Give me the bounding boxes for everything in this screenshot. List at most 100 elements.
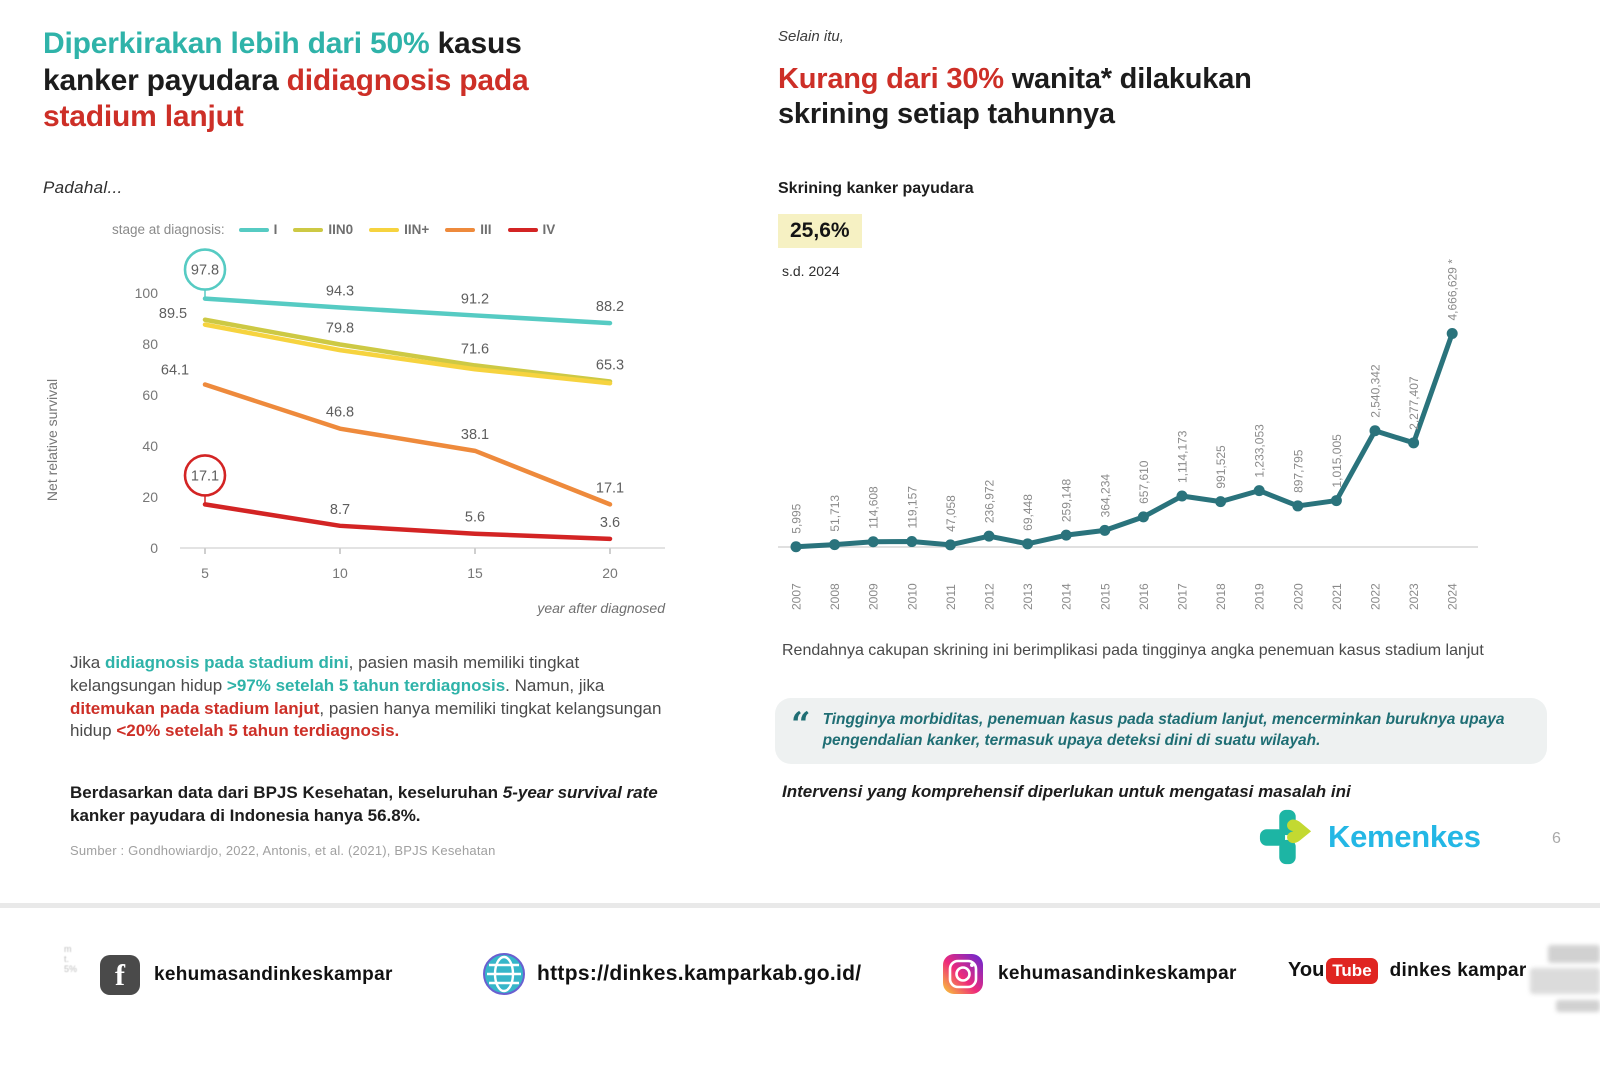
svg-text:2015: 2015 (1098, 583, 1112, 610)
kemenkes-logo-icon: ♥ (1259, 809, 1316, 865)
globe-icon (483, 953, 525, 995)
svg-text:2022: 2022 (1369, 583, 1383, 610)
left-title: Diperkirakan lebih dari 50% kasus kanker … (43, 26, 723, 136)
left-watermark: m t. 5% (64, 944, 78, 974)
legend-title: stage at diagnosis: (112, 222, 225, 237)
text-segment: wanita* dilakukan (1003, 63, 1252, 95)
svg-text:47,058: 47,058 (944, 495, 958, 532)
svg-text:657,610: 657,610 (1137, 460, 1151, 504)
svg-text:64.1: 64.1 (161, 363, 189, 379)
svg-text:8.7: 8.7 (330, 502, 350, 518)
text-segment: Kurang dari 30% (778, 63, 1004, 95)
survival-line-chart: 0 20 40 60 80 100 97.8 94.3 91.2 88.2 89.5 79.8 71.6… (44, 248, 666, 616)
svg-text:20: 20 (602, 565, 618, 581)
right-title: Kurang dari 30% wanita* dilakukan skrinin… (778, 62, 1478, 133)
svg-text:2,277,407: 2,277,407 (1407, 376, 1421, 430)
svg-text:10: 10 (332, 565, 348, 581)
svg-text:17.1: 17.1 (191, 468, 219, 484)
quote-text: Tingginya morbiditas, penemuan kasus pad… (822, 711, 1505, 749)
coverage-period: s.d. 2024 (782, 263, 840, 279)
survival-legend: stage at diagnosis: I IIN0 IIN+ III IV (112, 222, 555, 237)
legend-label: IIN0 (328, 222, 354, 237)
svg-text:88.2: 88.2 (596, 299, 624, 315)
svg-text:46.8: 46.8 (326, 405, 354, 421)
svg-text:897,795: 897,795 (1291, 449, 1305, 493)
text-segment: , pasien masih memiliki tingkat kelangsu… (70, 653, 580, 695)
screening-chart-title: Skrining kanker payudara (778, 180, 974, 197)
svg-text:91.2: 91.2 (461, 291, 489, 307)
svg-text:2018: 2018 (1214, 583, 1228, 610)
svg-text:2021: 2021 (1330, 583, 1344, 610)
svg-text:4,666,629 *: 4,666,629 * (1446, 259, 1460, 321)
svg-text:991,525: 991,525 (1214, 445, 1228, 489)
svg-text:2017: 2017 (1176, 583, 1190, 610)
svg-text:60: 60 (142, 387, 158, 403)
padahal-note: Padahal... (43, 178, 123, 197)
legend-swatch (293, 227, 324, 232)
legend-label: IIN+ (404, 222, 430, 237)
text-segment: ditemukan pada stadium lanjut (70, 698, 320, 718)
svg-text:0: 0 (150, 540, 158, 556)
conclusion-text: Intervensi yang komprehensif diperlukan … (782, 782, 1351, 801)
text-segment: Diperkirakan lebih dari 50% (43, 27, 430, 60)
text-segment: kanker payudara di Indonesia hanya 56.8%… (70, 805, 421, 825)
text-segment: . Namun, jika (505, 675, 605, 695)
text-segment: Jika (70, 653, 105, 672)
instagram-handle: kehumasandinkeskampar (998, 963, 1237, 984)
coverage-highlight: 25,6% (778, 214, 862, 248)
stamp-mark-mid (1530, 968, 1600, 994)
legend-item-III: III (445, 222, 492, 237)
svg-text:71.6: 71.6 (461, 341, 489, 357)
svg-text:5,995: 5,995 (790, 503, 804, 533)
svg-text:2023: 2023 (1407, 583, 1421, 610)
legend-swatch (507, 227, 538, 232)
legend-items: I IIN0 IIN+ III IV (238, 222, 555, 237)
text-segment: 5-year survival rate (502, 783, 658, 802)
youtube-logo: You Tube (1288, 958, 1378, 984)
svg-text:2011: 2011 (944, 584, 958, 610)
text-segment: didiagnosis pada stadium dini (104, 653, 349, 672)
text-segment: skrining setiap tahunnya (778, 98, 1115, 131)
svg-text:97.8: 97.8 (191, 263, 219, 279)
screening-line-chart: 5,995 2007 51,713 2008 114,608 2009 119,157 201… (778, 259, 1478, 610)
quote-icon: “ (791, 705, 811, 745)
svg-text:259,148: 259,148 (1060, 478, 1074, 522)
svg-text:Net relative survival: Net relative survival (44, 379, 60, 501)
svg-text:2020: 2020 (1291, 583, 1305, 610)
svg-text:17.1: 17.1 (596, 480, 624, 496)
kemenkes-wordmark: Kemenkes (1328, 819, 1481, 854)
screening-implication-note: Rendahnya cakupan skrining ini berimplik… (782, 642, 1484, 659)
text-segment: didiagnosis pada (286, 63, 529, 97)
svg-text:2019: 2019 (1253, 583, 1267, 610)
svg-text:89.5: 89.5 (159, 306, 187, 322)
svg-text:100: 100 (135, 285, 159, 301)
bpjs-summary: Berdasarkan data dari BPJS Kesehatan, ke… (70, 782, 670, 828)
legend-item-IIN0: IIN0 (293, 222, 353, 237)
svg-text:2008: 2008 (828, 583, 842, 610)
page-number: 6 (1552, 830, 1561, 847)
svg-text:1,233,053: 1,233,053 (1253, 424, 1267, 478)
svg-text:79.8: 79.8 (326, 321, 354, 337)
legend-swatch (445, 227, 476, 232)
facebook-handle: kehumasandinkeskampar (154, 964, 393, 985)
legend-item-IIN+: IIN+ (369, 222, 429, 237)
footer-website[interactable]: https://dinkes.kamparkab.go.id/ (483, 953, 861, 995)
svg-text:40: 40 (142, 438, 158, 454)
legend-label: III (480, 222, 492, 237)
text-segment: Berdasarkan data dari BPJS Kesehatan, ke… (70, 783, 503, 802)
legend-swatch (369, 227, 400, 232)
survival-explanation: Jika didiagnosis pada stadium dini, pasi… (70, 652, 662, 743)
stamp-mark-bottom (1556, 1000, 1600, 1012)
youtube-handle: dinkes kampar (1389, 960, 1527, 981)
svg-text:94.3: 94.3 (326, 284, 354, 300)
svg-text:119,157: 119,157 (905, 486, 919, 529)
text-segment: <20% setelah 5 tahun terdiagnosis. (116, 721, 400, 741)
footer-instagram[interactable]: kehumasandinkeskampar (942, 953, 1237, 995)
source-note: Sumber : Gondhowiardjo, 2022, Antonis, e… (70, 843, 496, 858)
svg-text:5: 5 (201, 565, 209, 581)
footer-facebook[interactable]: f kehumasandinkeskampar (100, 955, 393, 995)
footer-youtube[interactable]: You Tube dinkes kampar (1288, 958, 1527, 984)
svg-text:♥: ♥ (1280, 816, 1316, 845)
text-segment: kanker payudara (43, 63, 287, 97)
